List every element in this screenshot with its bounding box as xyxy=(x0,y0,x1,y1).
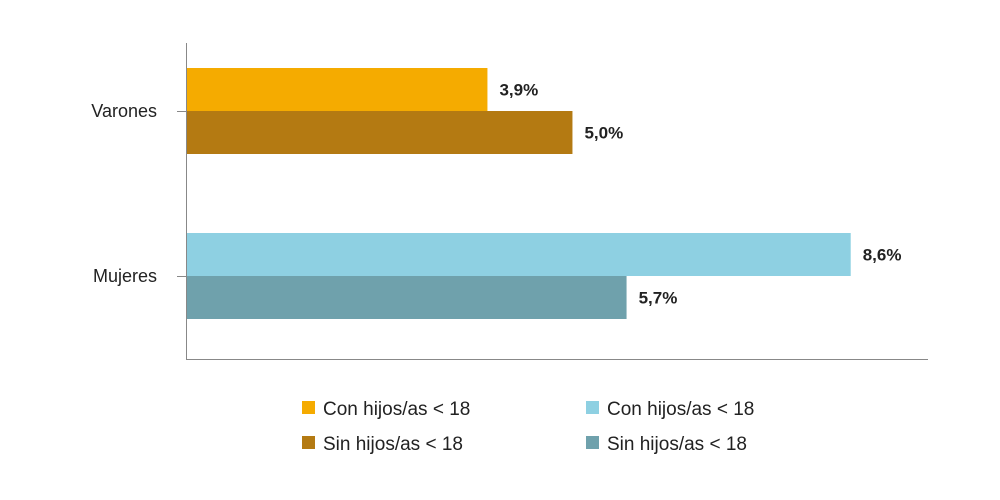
bars-layer xyxy=(186,68,851,319)
bar-varones-sin-hijos xyxy=(186,111,573,154)
category-label-varones: Varones xyxy=(91,101,157,121)
legend-swatch-3 xyxy=(302,436,315,449)
legend-swatch-4 xyxy=(586,436,599,449)
bar-varones-con-hijos xyxy=(186,68,488,111)
legend-label-3: Sin hijos/as < 18 xyxy=(323,434,463,455)
legend-label-4: Sin hijos/as < 18 xyxy=(607,434,747,455)
bar-mujeres-sin-hijos xyxy=(186,276,627,319)
data-label-mujeres-con-hijos: 8,6% xyxy=(863,246,902,265)
axes-layer xyxy=(177,43,928,360)
data-label-varones-sin-hijos: 5,0% xyxy=(584,124,623,143)
legend: Con hijos/as < 18 Con hijos/as < 18 Sin hi… xyxy=(302,399,754,455)
data-label-varones-con-hijos: 3,9% xyxy=(499,81,538,100)
legend-swatch-1 xyxy=(302,401,315,414)
legend-label-1: Con hijos/as < 18 xyxy=(323,399,470,420)
category-label-mujeres: Mujeres xyxy=(93,266,157,286)
legend-swatch-2 xyxy=(586,401,599,414)
data-label-mujeres-sin-hijos: 5,7% xyxy=(639,289,678,308)
legend-label-2: Con hijos/as < 18 xyxy=(607,399,754,420)
bar-mujeres-con-hijos xyxy=(186,233,851,276)
labels-layer: Varones 3,9% 5,0% Mujeres 8,6% 5,7% xyxy=(91,81,901,308)
